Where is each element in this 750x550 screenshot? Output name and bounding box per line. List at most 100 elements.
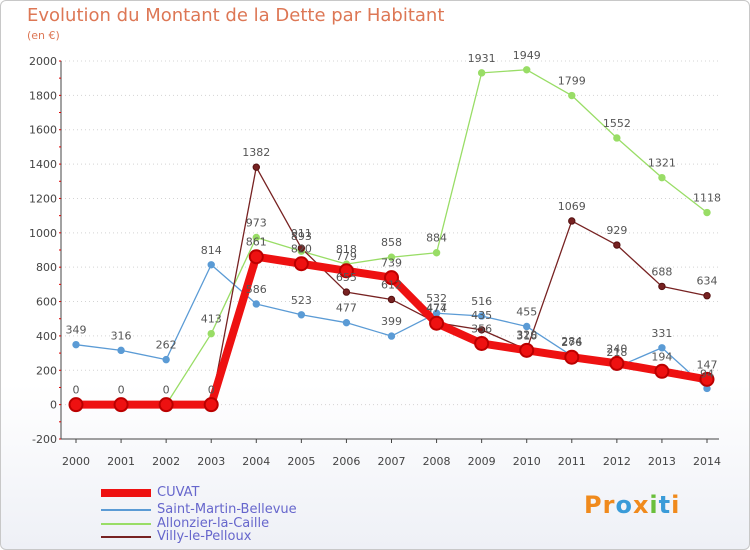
data-point-saint-martin-bellevue — [523, 322, 531, 331]
data-label-villy-le-pelloux: 1069 — [558, 200, 586, 213]
data-label-villy-le-pelloux: 320 — [516, 329, 537, 342]
legend-label-saint-martin-bellevue: Saint-Martin-Bellevue — [157, 502, 297, 517]
data-point-allonzier-la-caille — [658, 173, 666, 182]
proxiti-logo: Proxiti — [584, 491, 680, 519]
y-tick-label: 2000 — [29, 55, 57, 68]
x-axis-ticks: 2000 2001 2002 2003 2004 2005 2006 2007 2008 2009… — [62, 439, 721, 468]
data-label-allonzier-la-caille: 1931 — [468, 52, 496, 65]
y-tick-label: -200 — [32, 433, 57, 446]
data-label-cuvat: 861 — [246, 236, 267, 249]
data-label-cuvat: 0 — [163, 384, 170, 397]
data-point-villy-le-pelloux — [613, 241, 621, 249]
data-point-villy-le-pelloux — [658, 282, 666, 291]
x-tick-label: 2001 — [107, 455, 135, 468]
data-point-cuvat — [293, 256, 309, 272]
x-tick-label: 2005 — [287, 455, 315, 468]
data-label-allonzier-la-caille: 1321 — [648, 157, 676, 170]
data-point-allonzier-la-caille — [523, 66, 531, 74]
legend-label-villy-le-pelloux: Villy-le-Pelloux — [157, 529, 252, 544]
chart-subtitle: (en €) — [27, 29, 60, 42]
data-point-allonzier-la-caille — [207, 329, 215, 338]
x-tick-label: 2002 — [152, 455, 180, 468]
x-tick-label: 2014 — [693, 455, 721, 468]
data-point-allonzier-la-caille — [568, 91, 576, 100]
logo-letter: x — [632, 491, 650, 519]
data-labels: 349 316 262 814 586 523 477 399 532 516 455 284 218 3… — [66, 49, 722, 397]
data-label-cuvat: 0 — [208, 384, 215, 397]
data-point-cuvat — [338, 263, 354, 279]
logo-letter: t — [658, 491, 672, 519]
data-point-saint-martin-bellevue — [387, 332, 396, 340]
data-label-saint-martin-bellevue: 284 — [561, 335, 582, 348]
logo-letter: r — [602, 491, 616, 519]
x-tick-label: 2011 — [558, 455, 586, 468]
data-point-cuvat — [248, 249, 264, 265]
y-tick-label: 1400 — [29, 158, 57, 171]
series-points — [68, 66, 715, 413]
data-point-allonzier-la-caille — [613, 134, 621, 142]
data-point-allonzier-la-caille — [252, 233, 260, 242]
data-label-villy-le-pelloux: 911 — [291, 227, 312, 240]
y-tick-label: 1600 — [29, 124, 57, 137]
legend-label-cuvat: CUVAT — [157, 485, 200, 500]
data-label-saint-martin-bellevue: 349 — [66, 324, 87, 337]
data-label-cuvat: 0 — [73, 384, 80, 397]
x-tick-label: 2008 — [423, 455, 451, 468]
data-label-villy-le-pelloux: 634 — [697, 275, 718, 288]
data-label-villy-le-pelloux: 435 — [471, 309, 492, 322]
data-label-saint-martin-bellevue: 586 — [246, 283, 267, 296]
data-label-cuvat: 739 — [381, 257, 402, 270]
legend-swatch-villy-le-pelloux — [101, 535, 151, 538]
data-label-villy-le-pelloux: 929 — [606, 224, 627, 237]
logo-letter: i — [671, 491, 681, 519]
legend-item-saint-martin-bellevue[interactable]: Saint-Martin-Bellevue — [101, 502, 297, 517]
data-point-villy-le-pelloux — [703, 292, 711, 300]
x-tick-label: 2004 — [242, 455, 270, 468]
data-point-cuvat — [699, 371, 715, 387]
data-point-villy-le-pelloux — [568, 217, 576, 225]
legend-item-villy-le-pelloux[interactable]: Villy-le-Pelloux — [101, 529, 252, 544]
data-label-saint-martin-bellevue: 814 — [201, 244, 222, 257]
data-label-cuvat: 0 — [118, 384, 125, 397]
data-point-cuvat — [519, 342, 535, 358]
logo-letter: P — [584, 491, 603, 519]
data-label-allonzier-la-caille: 973 — [246, 216, 267, 229]
legend-swatch-cuvat — [101, 488, 151, 497]
data-point-cuvat — [113, 397, 129, 413]
legend-item-allonzier-la-caille[interactable]: Allonzier-la-Caille — [101, 516, 270, 531]
data-point-allonzier-la-caille — [477, 69, 486, 77]
data-point-cuvat — [429, 315, 445, 331]
x-tick-label: 2003 — [197, 455, 225, 468]
data-label-saint-martin-bellevue: 94 — [700, 367, 714, 380]
data-point-saint-martin-bellevue — [252, 300, 260, 308]
x-tick-label: 2007 — [378, 455, 406, 468]
y-tick-label: 600 — [36, 296, 57, 309]
data-point-cuvat — [564, 349, 580, 365]
y-tick-label: 0 — [50, 399, 57, 412]
logo-letter: o — [615, 491, 633, 519]
data-label-allonzier-la-caille: 413 — [201, 313, 222, 326]
data-label-allonzier-la-caille: 1949 — [513, 49, 541, 62]
data-label-villy-le-pelloux: 655 — [336, 271, 357, 284]
data-label-saint-martin-bellevue: 523 — [291, 294, 312, 307]
x-tick-label: 2012 — [603, 455, 631, 468]
legend-label-allonzier-la-caille: Allonzier-la-Caille — [157, 516, 270, 531]
data-point-saint-martin-bellevue — [297, 311, 306, 319]
x-tick-label: 2013 — [648, 455, 676, 468]
y-tick-label: 1800 — [29, 89, 57, 102]
legend-item-cuvat[interactable]: CUVAT — [101, 485, 200, 500]
data-label-saint-martin-bellevue: 399 — [381, 315, 402, 328]
data-label-saint-martin-bellevue: 316 — [111, 329, 132, 342]
legend-swatch-allonzier-la-caille — [101, 522, 151, 525]
data-label-cuvat: 240 — [606, 342, 627, 355]
data-label-saint-martin-bellevue: 532 — [426, 292, 447, 305]
x-tick-label: 2006 — [332, 455, 360, 468]
y-axis-ticks: -200 0 200 400 600 800 1000 1200 1400 1600 1800 200… — [29, 55, 61, 446]
data-point-allonzier-la-caille — [387, 253, 396, 261]
data-point-cuvat — [68, 397, 84, 413]
y-tick-label: 400 — [36, 330, 57, 343]
data-point-allonzier-la-caille — [703, 208, 711, 217]
data-point-cuvat — [384, 270, 399, 286]
